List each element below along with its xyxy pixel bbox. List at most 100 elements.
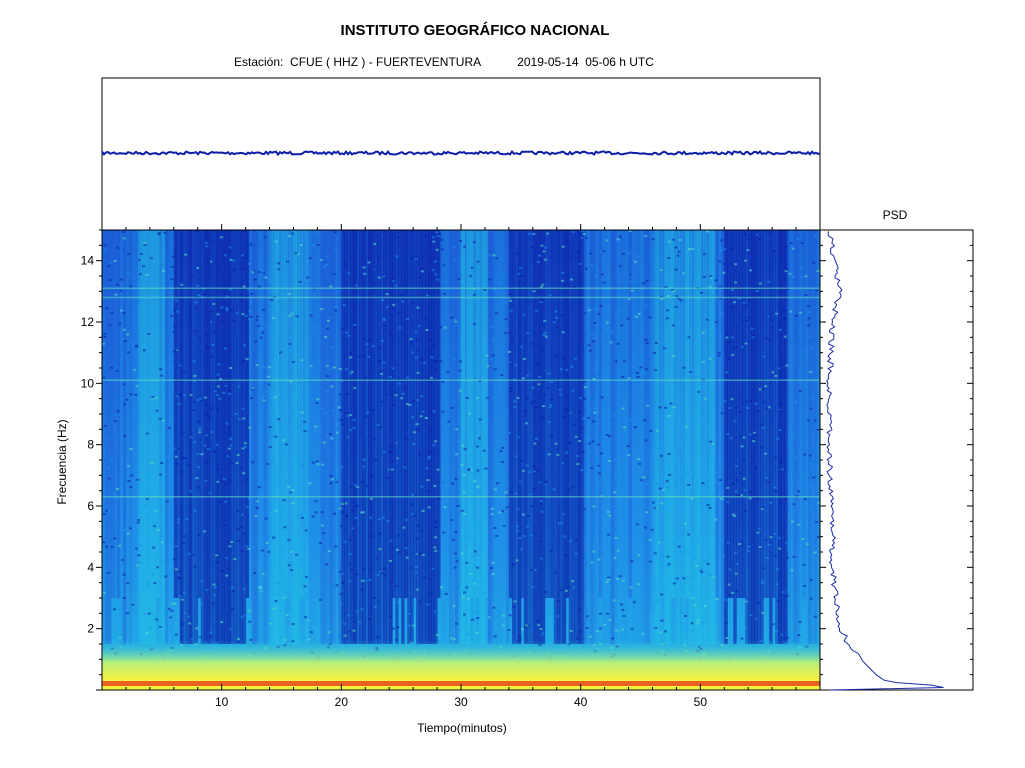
spectrogram-speckle [813,419,817,422]
spectrogram-speckle [314,500,318,503]
spectrogram-speckle [244,445,247,448]
spectrogram-speckle [148,417,152,419]
spectrogram-speckle [452,638,456,641]
spectrogram-speckle [744,342,748,345]
spectrogram-speckle [592,336,596,339]
spectrogram-speckle [171,602,175,605]
spectrogram-speckle [376,424,380,427]
spectrogram-speckle [531,342,535,345]
spectrogram-speckle [809,407,813,410]
spectrogram-speckle [274,240,278,243]
spectrogram-speckle [105,545,108,548]
spectrogram-speckle [774,490,778,493]
spectrogram-column [431,230,435,644]
spectrogram-speckle [562,513,566,516]
spectrogram-speckle [390,451,394,454]
spectrogram-speckle [128,559,132,562]
spectrogram-speckle [488,278,492,281]
spectrogram-speckle [145,632,149,634]
spectrogram-speckle [288,343,292,345]
spectrogram-speckle [147,612,151,615]
spectrogram-column [490,230,495,644]
spectrogram-speckle [222,392,226,394]
spectrogram-speckle [623,360,626,363]
spectrogram-speckle [483,364,487,367]
spectrogram-speckle [377,276,381,279]
spectrogram-speckle [727,583,731,586]
spectrogram-speckle [212,583,216,586]
spectrogram-speckle [347,614,351,617]
spectrogram-speckle [671,324,675,327]
spectrogram-speckle [215,444,219,446]
spectrogram-speckle [397,551,401,554]
spectrogram-speckle [266,289,270,292]
spectrogram-column [452,230,456,644]
spectrogram-speckle [683,416,687,419]
spectrogram-speckle [464,544,468,547]
spectrogram-speckle [523,625,527,628]
spectrogram-speckle [377,359,381,362]
spectrogram-speckle [395,584,399,587]
spectrogram-speckle [714,518,718,521]
spectrogram-speckle [804,498,807,501]
spectrogram-speckle [160,374,164,377]
spectrogram-speckle [560,522,564,525]
spectrogram-speckle [501,446,505,449]
spectrogram-speckle [451,602,455,605]
spectrogram-speckle [443,292,446,295]
spectrogram-speckle [644,368,648,371]
spectrogram-speckle [185,518,189,520]
spectrogram-speckle [349,429,353,432]
spectrogram-speckle [235,462,239,465]
spectrogram-speckle [379,370,383,373]
spectrogram-speckle [211,344,215,346]
spectrogram-speckle [806,419,810,422]
spectrogram-speckle [481,300,485,303]
spectrogram-speckle [164,575,168,578]
spectrogram-speckle [155,618,159,621]
spectrogram-speckle [777,410,781,412]
spectrogram-speckle [284,318,288,321]
spectrogram-speckle [309,314,313,317]
spectrogram-speckle [352,418,356,421]
spectrogram-speckle [375,636,379,639]
spectrogram-speckle [627,377,631,380]
spectrogram-speckle [420,358,423,361]
spectrogram-speckle [434,536,437,539]
spectrogram-speckle [400,397,404,400]
spectrogram-speckle [113,578,117,581]
spectrogram-speckle [307,638,311,641]
spectrogram-speckle [621,609,625,611]
spectrogram-speckle [357,621,361,624]
spectrogram-speckle [242,472,246,475]
spectrogram-speckle [737,297,741,300]
spectrogram-speckle [592,377,596,380]
spectrogram-speckle [773,554,777,557]
spectrogram-speckle [267,385,270,388]
spectrogram-speckle [681,551,685,554]
spectrogram-speckle [516,508,520,511]
spectrogram-speckle [224,482,228,485]
spectrogram-speckle [713,464,717,466]
spectrogram-speckle [135,345,139,348]
spectrogram-speckle [122,237,126,240]
spectrogram-speckle [745,319,749,322]
spectrogram-column [631,230,636,644]
spectrogram-speckle [156,529,160,531]
spectrogram-speckle [290,526,294,529]
spectrogram-speckle [204,345,208,348]
spectrogram-speckle [291,232,294,235]
spectrogram-speckle [339,409,343,411]
spectrogram-speckle [196,284,200,287]
spectrogram-speckle [628,230,632,232]
spectrogram-speckle [499,450,503,452]
spectrogram-speckle [162,418,166,421]
spectrogram-speckle [639,366,643,369]
spectrogram-speckle [379,425,383,428]
spectrogram-speckle [501,624,505,627]
spectrogram-speckle [215,561,219,564]
spectrogram-speckle [519,548,523,551]
spectrogram-speckle [552,488,556,491]
spectrogram-speckle [283,638,287,641]
spectrogram-speckle [153,582,157,584]
